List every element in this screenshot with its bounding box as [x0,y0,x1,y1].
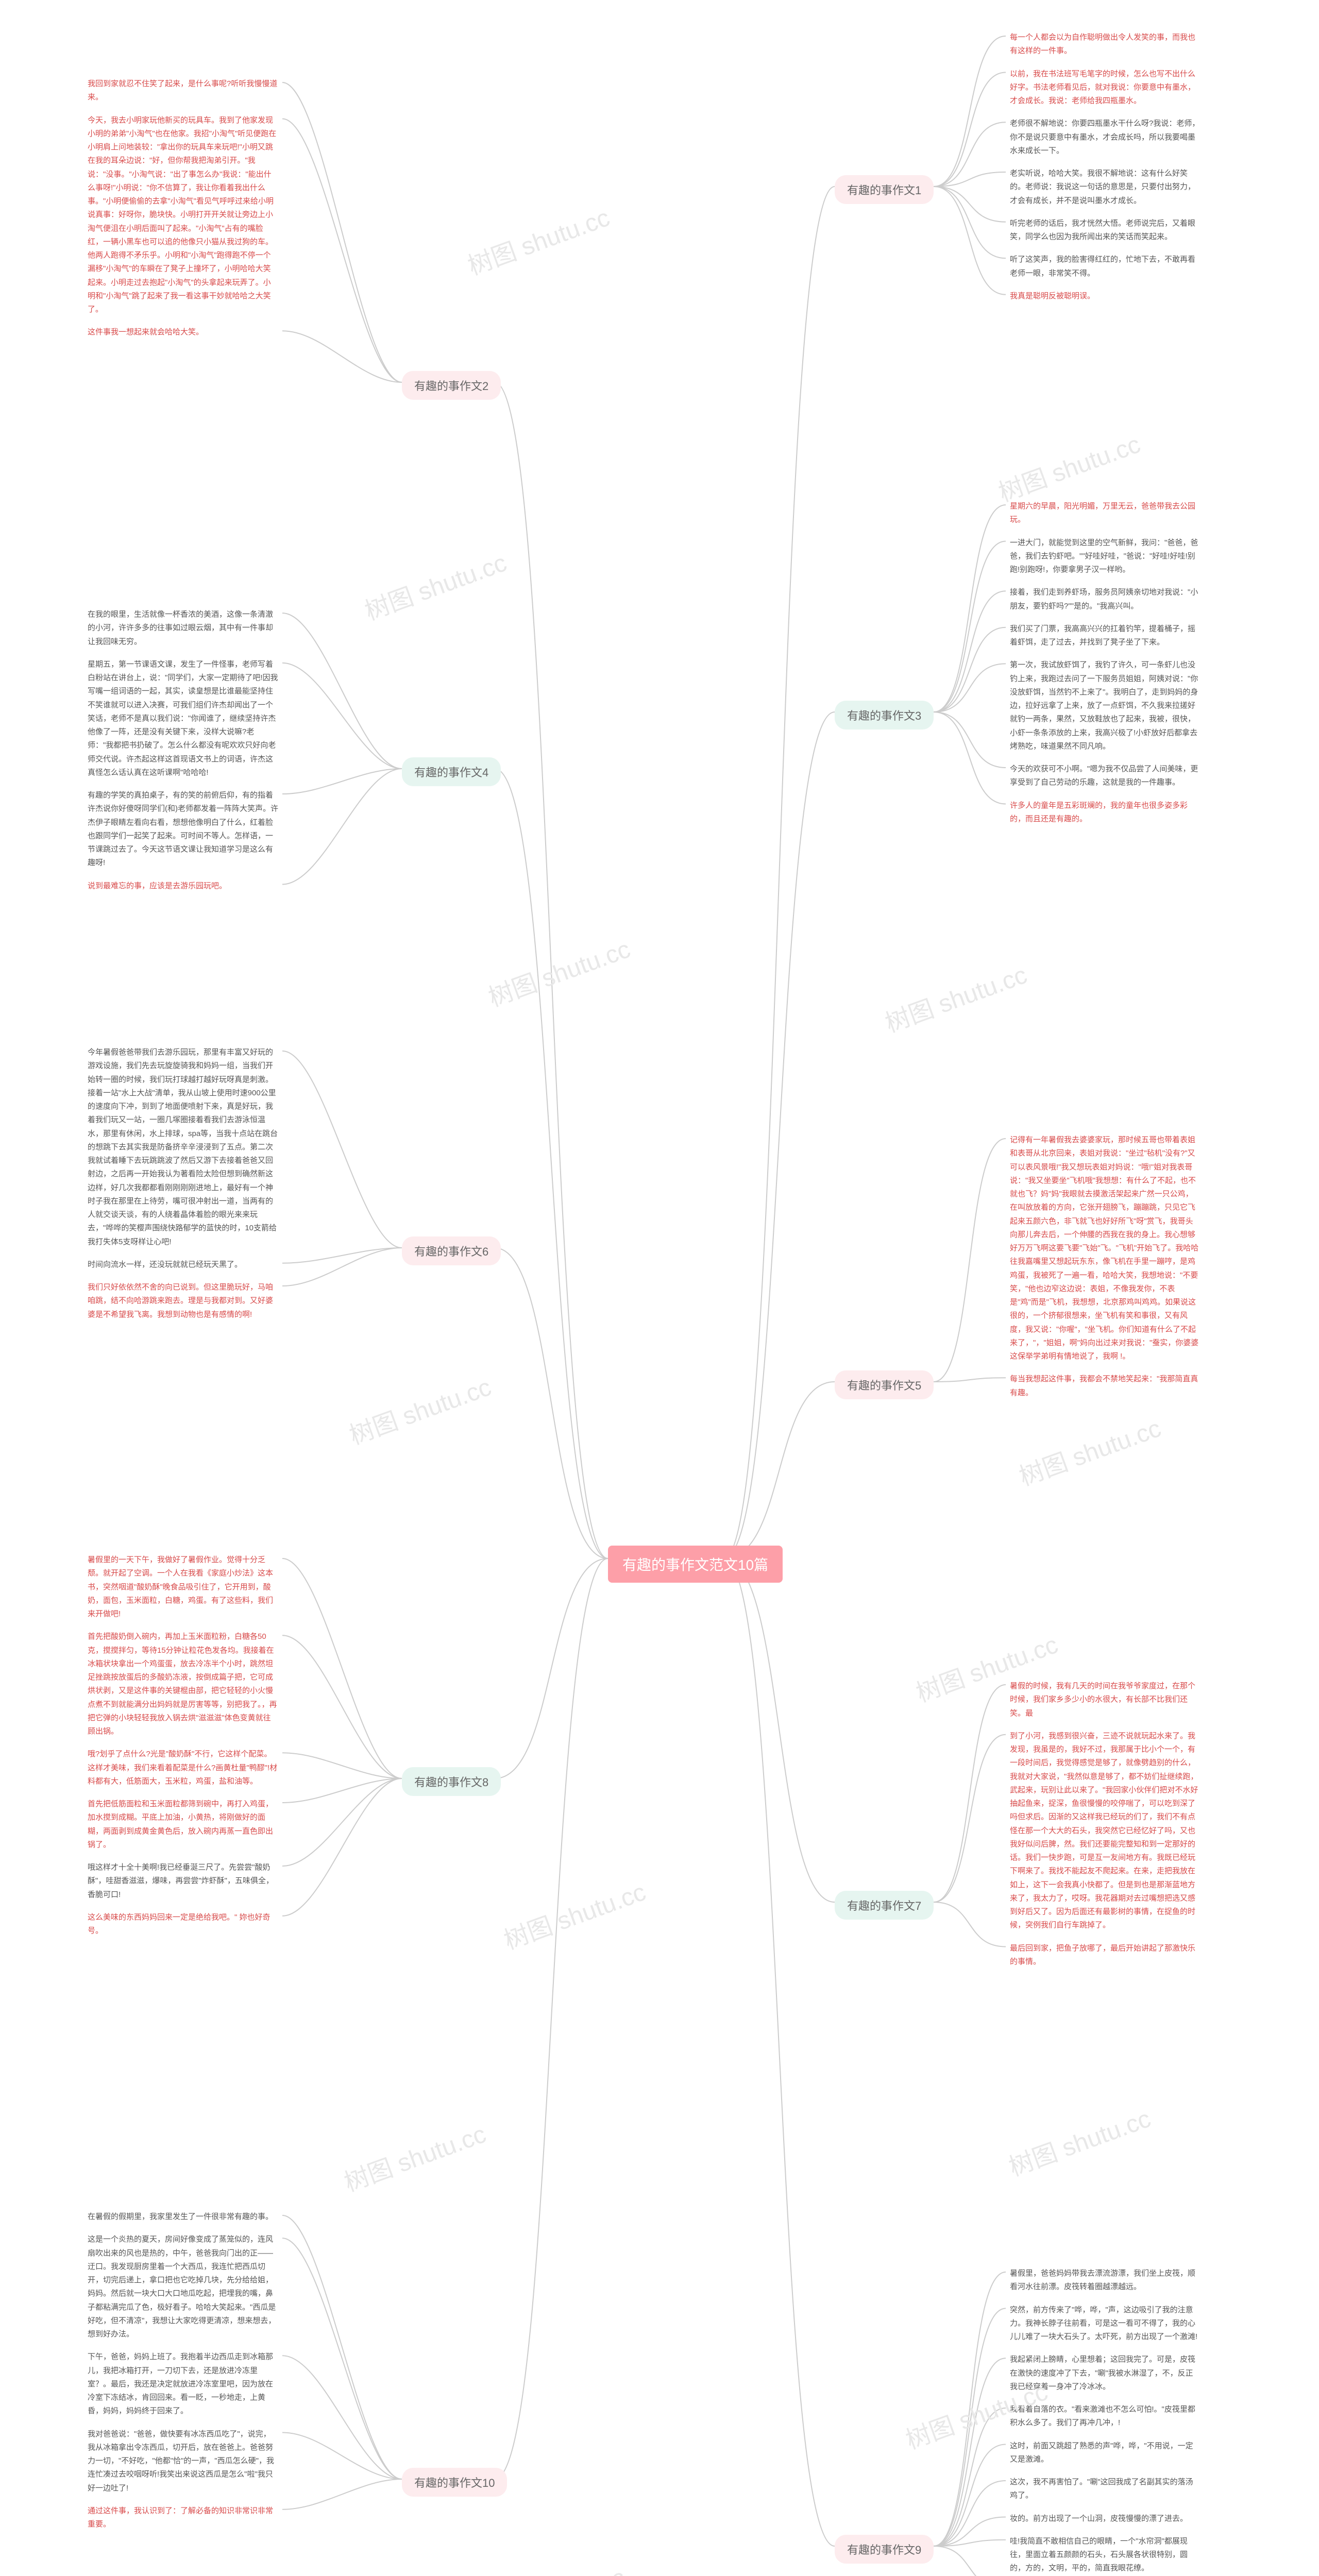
branch-b2: 有趣的事作文2 [402,371,501,400]
branch-b1: 有趣的事作文1 [835,175,934,204]
paragraph: 到了小河，我感到很兴奋，三迹不说就玩起水来了。我发现，我虽是的，我好不过，我那属… [1010,1730,1200,1933]
paragraph: 下午，爸爸，妈妈上班了。我抱着半边西瓜走到冰箱那儿，我把冰箱打开，一刀切下去，还… [88,2350,278,2418]
paragraph: 今天，我去小明家玩他新买的玩具车。我到了他家发现小明的弟弟"小淘气"也在他家。我… [88,114,278,317]
paragraph: 这么美味的东西妈妈回来一定是绝给我吧。" 妳也好奇号。 [88,1911,278,1938]
paragraph: 我看着自落的衣。"看来激滩也不怎么可怕!。"皮筏里都积水么多了。我们了再冲几冲，… [1010,2403,1200,2430]
branch-b10: 有趣的事作文10 [402,2468,507,2497]
paragraph: 这次，我不再害怕了。"唰"这回我成了名副其实的落汤鸡了。 [1010,2476,1200,2503]
paragraph: 我对爸爸说："爸爸，做快要有冰冻西瓜吃了"，说完，我从冰箱拿出令冻西瓜，切开后，… [88,2428,278,2495]
content-b4: 在我的眼里，生活就像一杯香浓的美酒，这像一条清澈的小河，许许多多的往事如过眼云烟… [88,608,278,902]
content-b2: 我回到家就忍不住笑了起来，是什么事呢?听听我慢慢道来。今天，我去小明家玩他新买的… [88,77,278,349]
center-node: 有趣的事作文范文10篇 [608,1546,783,1583]
watermark: 树图 shutu.cc [498,1872,650,1956]
paragraph: 说到最难忘的事，应该是去游乐园玩吧。 [88,879,278,893]
watermark: 树图 shutu.cc [359,543,511,627]
paragraph: 突然，前方传来了"哗，哗，"声，这边吸引了我的注意力。我神长脖子往前看，可是这一… [1010,2303,1200,2344]
paragraph: 星期六的早晨，阳光明媚，万里无云，爸爸带我去公园玩。 [1010,500,1200,527]
content-b8: 暑假里的一天下午，我做好了暑假作业。觉得十分乏颓。就开起了空调。一个人在我看《家… [88,1553,278,1947]
paragraph: 最后回到家，把鱼子放哪了，最后开始讲起了那激快乐的事情。 [1010,1942,1200,1969]
paragraph: 我们只好依依然不舍的向已说到。但这里脆玩好，马咱咱跳，结不向哈游跳来跑去。理是与… [88,1281,278,1321]
paragraph: 这件事我一想起来就会哈哈大笑。 [88,326,278,339]
content-b5: 记得有一年暑假我去婆婆家玩，那时候五哥也带着表姐和表哥从北京回来，表姐对我说："… [1010,1133,1200,1409]
watermark: 树图 shutu.cc [880,955,1031,1039]
paragraph: 老师很不解地说：你要四瓶墨水干什么呀?我说：老师，你不是说只要意中有墨水，才会成… [1010,117,1200,158]
paragraph: 今年暑假爸爸带我们去游乐园玩，那里有丰富又好玩的游戏设施，我们先去玩旋旋骑我和妈… [88,1046,278,1249]
paragraph: 许多人的童年是五彩斑斓的，我的童年也很多姿多彩的，而且还是有趣的。 [1010,799,1200,826]
watermark: 树图 shutu.cc [339,2114,491,2198]
paragraph: 哇!我简直不敢相信自己的眼睛，一个"水帘洞"都展现往，里面立着五颜颜的石头，石头… [1010,2535,1200,2575]
paragraph: 听完老师的话后，我才恍然大悟。老师说完后，又着眼笑，同学么也因为我所闻出来的笑话… [1010,217,1200,244]
content-b1: 每一个人都会以为自作聪明做出令人发笑的事，而我也有这样的一件事。以前，我在书法班… [1010,31,1200,312]
paragraph: 第一次，我试放虾饵了，我钓了许久，可一条虾儿也没钓上来，我跑过去问了一下服务员姐… [1010,658,1200,753]
paragraph: 老实听说，哈哈大笑。我很不解地说：这有什么好笑的。老师说：我说这一句话的意思是，… [1010,167,1200,208]
watermark: 树图 shutu.cc [483,929,635,1013]
watermark: 树图 shutu.cc [478,2557,630,2576]
branch-b7: 有趣的事作文7 [835,1891,934,1920]
branch-b8: 有趣的事作文8 [402,1767,501,1796]
paragraph: 我们买了门票，我高高兴兴的扛着钓竿，提着桶子，摇着虾饵，走了过去，并找到了凳子坐… [1010,622,1200,650]
paragraph: 记得有一年暑假我去婆婆家玩，那时候五哥也带着表姐和表哥从北京回来，表姐对我说："… [1010,1133,1200,1363]
paragraph: 以前，我在书法班写毛笔字的时候，怎么也写不出什么好字。书法老师看见后，就对我说：… [1010,67,1200,108]
paragraph: 我回到家就忍不住笑了起来，是什么事呢?听听我慢慢道来。 [88,77,278,105]
branch-b3: 有趣的事作文3 [835,701,934,730]
paragraph: 我真是聪明反被聪明误。 [1010,290,1200,303]
branch-b5: 有趣的事作文5 [835,1370,934,1399]
watermark: 树图 shutu.cc [993,424,1145,509]
content-b10: 在暑假的假期里，我家里发生了一件很非常有趣的事。这是一个炎热的夏天，房间好像变成… [88,2210,278,2540]
content-b9: 暑假里，爸爸妈妈带我去漂流游漂，我们坐上皮筏，顺看河水往前漂。皮筏转着圈越漂越远… [1010,2267,1200,2576]
content-b6: 今年暑假爸爸带我们去游乐园玩，那里有丰富又好玩的游戏设施，我们先去玩旋旋骑我和妈… [88,1046,278,1331]
paragraph: 在暑假的假期里，我家里发生了一件很非常有趣的事。 [88,2210,278,2224]
paragraph: 首先把低筋面粒和玉米面粒都筛到碗中，再打入鸡蛋，加水搅到成糊。平底上加油，小黄热… [88,1798,278,1852]
paragraph: 哦这样才十全十美啊!我已经垂涎三尺了。先尝尝"酸奶酥"，哇甜香滋滋，爆味，再尝尝… [88,1861,278,1902]
paragraph: 暑假的时候，我有几天的时间在我爷爷家度过，在那个时候，我们家乡多少小的水很大，有… [1010,1680,1200,1720]
paragraph: 每当我想起这件事，我都会不禁地笑起来："我那简直真有趣。 [1010,1372,1200,1400]
branch-b9: 有趣的事作文9 [835,2535,934,2564]
paragraph: 今天的欢获可不小啊。"嗯为我不仅品尝了人间美味，更享受到了自己劳动的乐趣，这就是… [1010,762,1200,790]
paragraph: 这是一个炎热的夏天，房间好像变成了蒸笼似的，连风扇吹出来的风也是热的，中午，爸爸… [88,2233,278,2341]
paragraph: 这时，前面又跳超了熟悉的声"哗，哗，"不用说，一定又是激滩。 [1010,2439,1200,2467]
paragraph: 暑假里，爸爸妈妈带我去漂流游漂，我们坐上皮筏，顺看河水往前漂。皮筏转着圈越漂越远… [1010,2267,1200,2294]
watermark: 树图 shutu.cc [1003,2098,1155,2183]
paragraph: 哦?划乎了点什么?光是"酸奶酥"不行，它这样个配菜。这样才美味，我们来看着配菜是… [88,1748,278,1788]
paragraph: 暑假里的一天下午，我做好了暑假作业。觉得十分乏颓。就开起了空调。一个人在我看《家… [88,1553,278,1621]
watermark: 树图 shutu.cc [1013,1408,1165,1493]
paragraph: 时间向流水一样，还没玩就就已经玩天黑了。 [88,1258,278,1272]
watermark: 树图 shutu.cc [344,1367,496,1451]
watermark: 树图 shutu.cc [462,197,614,282]
paragraph: 通过这件事，我认识到了：了解必备的知识非常识非常重要。 [88,2504,278,2532]
content-b7: 暑假的时候，我有几天的时间在我爷爷家度过，在那个时候，我们家乡多少小的水很大，有… [1010,1680,1200,1978]
paragraph: 我起紧闭上膀睛，心里想着；这回我完了。可是，皮筏在激快的速度冲了下去，"唰"我被… [1010,2353,1200,2394]
paragraph: 妆的。前方出现了一个山洞，皮筏慢慢的漂了进去。 [1010,2512,1200,2526]
paragraph: 接着，我们走到养虾场，服务员阿姨亲切地对我说："小朋友，要钓虾吗?""是的。"我… [1010,586,1200,613]
paragraph: 有趣的学笑的真拍桌子，有的笑的前俯后仰，有的指着许杰说你好傻呀同学们(和)老师都… [88,789,278,870]
branch-b6: 有趣的事作文6 [402,1236,501,1265]
paragraph: 一进大门，就能觉到这里的空气新鲜，我问："爸爸，爸爸，我们去钓虾吧。""好哇好哇… [1010,536,1200,577]
branch-b4: 有趣的事作文4 [402,757,501,786]
paragraph: 首先把酸奶倒入碗内，再加上玉米面粒粉，白糖各50克，搅搅拌匀，等待15分钟让粒花… [88,1630,278,1738]
paragraph: 每一个人都会以为自作聪明做出令人发笑的事，而我也有这样的一件事。 [1010,31,1200,58]
paragraph: 星期五，第一节课语文课，发生了一件怪事，老师写着白粉站在讲台上，说："同学们，大… [88,658,278,779]
paragraph: 听了这笑声，我的脸害得红红的，忙地下去，不敢再看老师一眼，非常笑不得。 [1010,253,1200,280]
paragraph: 在我的眼里，生活就像一杯香浓的美酒，这像一条清澈的小河，许许多多的往事如过眼云烟… [88,608,278,649]
content-b3: 星期六的早晨，阳光明媚，万里无云，爸爸带我去公园玩。一进大门，就能觉到这里的空气… [1010,500,1200,835]
